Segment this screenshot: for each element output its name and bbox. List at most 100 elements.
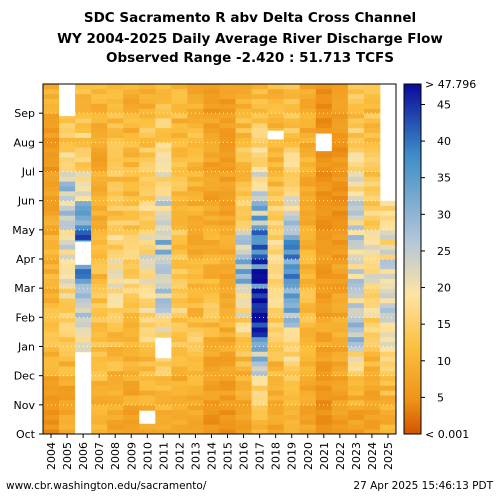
heatmap-cell (187, 118, 204, 124)
heatmap-cell (219, 132, 236, 138)
heatmap-cell (155, 302, 172, 309)
heatmap-cell (331, 215, 349, 221)
heatmap-cell (107, 385, 124, 391)
heatmap-cell (123, 414, 140, 420)
heatmap-cell (171, 200, 188, 206)
heatmap-cell (155, 356, 172, 362)
heatmap-cell (379, 307, 397, 313)
heatmap-cell (171, 152, 188, 158)
heatmap-cell (315, 370, 333, 377)
heatmap-cell (331, 220, 349, 226)
heatmap-cell (107, 122, 124, 129)
heatmap-cell (203, 302, 220, 309)
heatmap-cell (251, 336, 269, 343)
heatmap-cell (155, 254, 172, 260)
heatmap-cell (123, 399, 140, 406)
heatmap-cell (283, 341, 301, 347)
heatmap-cell (171, 156, 188, 163)
heatmap-cell (91, 220, 108, 226)
heatmap-cell (139, 239, 156, 245)
heatmap-cell (363, 370, 381, 377)
heatmap-cell (379, 249, 397, 255)
heatmap-cell (139, 93, 156, 99)
heatmap-cell (379, 278, 397, 284)
heatmap-cell (315, 176, 333, 182)
heatmap-cell (347, 190, 365, 197)
heatmap-cell (283, 166, 301, 172)
heatmap-cell (315, 385, 333, 391)
heatmap-cell (123, 244, 140, 250)
heatmap-cell (123, 181, 140, 187)
heatmap-cell (315, 181, 333, 187)
heatmap-cell (235, 278, 252, 284)
heatmap-cell (219, 293, 236, 299)
heatmap-cell (155, 419, 172, 425)
heatmap-cell (347, 288, 365, 294)
heatmap-cell (75, 317, 92, 323)
heatmap-cell (91, 118, 108, 124)
heatmap-cell (299, 268, 317, 274)
chart-title-line-1: SDC Sacramento R abv Delta Cross Channel (83, 10, 417, 26)
heatmap-cell (379, 283, 397, 289)
heatmap-cell (347, 409, 365, 415)
heatmap-cell (283, 356, 301, 362)
heatmap-cell (251, 156, 269, 163)
heatmap-cell (75, 312, 92, 318)
heatmap-cell (107, 302, 124, 309)
heatmap-cell (347, 429, 365, 435)
heatmap-cell (59, 419, 76, 425)
heatmap-cell (59, 259, 76, 265)
heatmap-cell (347, 331, 365, 338)
heatmap-cell (139, 278, 156, 284)
heatmap-cell (139, 161, 156, 168)
heatmap-cell (171, 161, 188, 168)
heatmap-cell (91, 385, 108, 391)
heatmap-cell (123, 361, 140, 367)
heatmap-cell (331, 239, 349, 245)
heatmap-cell (363, 161, 381, 168)
heatmap-cell (299, 424, 317, 430)
heatmap-cell (43, 375, 60, 381)
heatmap-cell (139, 365, 156, 372)
heatmap-cell (171, 419, 188, 425)
heatmap-cell (347, 259, 365, 265)
heatmap-cell (123, 147, 140, 153)
heatmap-cell (59, 224, 76, 231)
heatmap-cell (299, 336, 317, 343)
heatmap-cell (283, 322, 301, 328)
heatmap-cell (139, 103, 156, 109)
heatmap-cell (171, 297, 188, 304)
heatmap-cell (363, 93, 381, 99)
heatmap-cell (203, 346, 220, 352)
heatmap-cell (91, 307, 108, 313)
heatmap-cell (347, 93, 365, 99)
heatmap-cell (363, 327, 381, 333)
heatmap-cell (187, 385, 204, 391)
heatmap-cell (155, 88, 172, 95)
heatmap-cell (235, 404, 252, 411)
heatmap-cell (331, 161, 349, 168)
heatmap-cell (251, 195, 269, 202)
heatmap-cell (75, 195, 92, 202)
x-tick-label: 2025 (382, 442, 395, 470)
heatmap-cell (75, 346, 92, 352)
heatmap-cell (363, 186, 381, 192)
heatmap-cell (203, 113, 220, 119)
heatmap-cell (91, 224, 108, 231)
heatmap-cell (299, 356, 317, 362)
heatmap-cell (347, 132, 365, 138)
heatmap-cell (219, 156, 236, 163)
heatmap-cell (171, 229, 188, 236)
heatmap-cell (203, 156, 220, 163)
heatmap-cell (107, 380, 124, 386)
heatmap-cell (283, 88, 301, 95)
heatmap-cell (219, 93, 236, 99)
heatmap-cell (107, 224, 124, 231)
heatmap-cell (123, 98, 140, 104)
heatmap-cell (283, 156, 301, 163)
heatmap-cell (107, 176, 124, 182)
heatmap-cell (251, 409, 269, 415)
heatmap-cell (123, 142, 140, 148)
heatmap-cell (219, 297, 236, 304)
heatmap-cell (379, 215, 397, 221)
